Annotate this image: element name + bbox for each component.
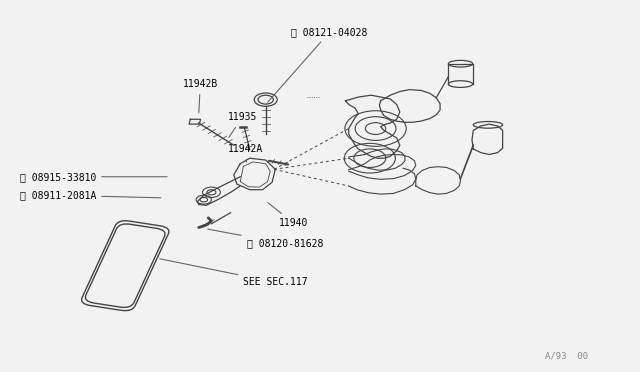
Text: SEE SEC.117: SEE SEC.117 [160, 259, 308, 287]
Text: Ⓑ 08121-04028: Ⓑ 08121-04028 [268, 27, 367, 102]
Text: Ⓝ 08911-2081A: Ⓝ 08911-2081A [20, 190, 161, 200]
Text: 11935: 11935 [227, 112, 257, 137]
Text: 11940: 11940 [268, 203, 308, 228]
Text: Ⓑ 08120-81628: Ⓑ 08120-81628 [208, 229, 323, 248]
Text: A/93  00: A/93 00 [545, 351, 588, 360]
Text: Ⓛ 08915-33810: Ⓛ 08915-33810 [20, 172, 167, 182]
Text: 11942B: 11942B [182, 79, 218, 113]
Text: 11942A: 11942A [227, 144, 262, 162]
